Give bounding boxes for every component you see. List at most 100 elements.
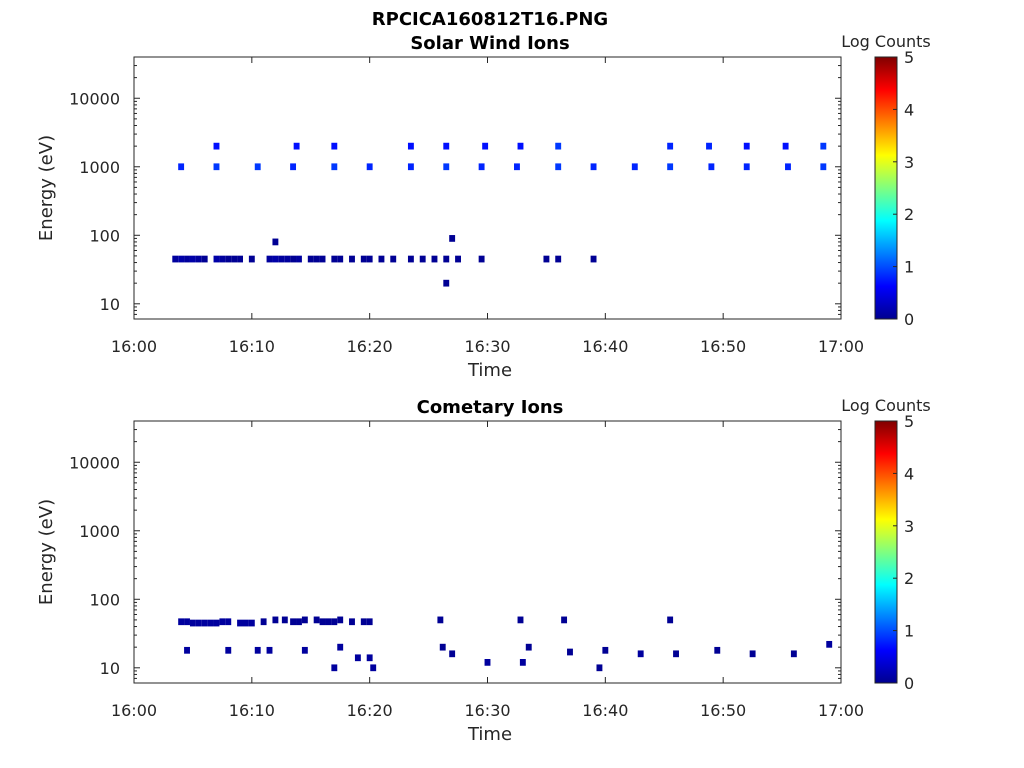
x-tick-label: 17:00 (818, 337, 864, 356)
data-cell (443, 142, 450, 150)
data-cell (631, 163, 638, 171)
x-tick-label: 16:00 (111, 701, 157, 720)
data-cell (366, 654, 373, 662)
colorbar-label: Log Counts (841, 396, 931, 415)
data-cell (319, 618, 326, 626)
x-ticks: 16:00 16:10 16:20 16:30 16:40 16:50 17:00 (111, 421, 864, 720)
data-cell (184, 646, 190, 654)
colorbar-tick-label: 1 (904, 258, 914, 277)
data-cell (517, 142, 524, 150)
x-tick-label: 16:10 (229, 701, 275, 720)
data-cell (673, 650, 679, 658)
data-cell (378, 255, 385, 263)
data-cell (517, 616, 524, 624)
data-cell (331, 664, 338, 672)
data-cell (290, 163, 297, 171)
colorbar-tick-label: 5 (904, 48, 914, 67)
data-cell (248, 619, 255, 627)
data-cell (225, 646, 232, 654)
data-cell (172, 255, 179, 263)
data-cell (213, 619, 220, 627)
y-ticks: 10 100 1000 10000 (69, 420, 841, 684)
y-tick-label: 10000 (69, 89, 120, 108)
y-tick-label: 10 (100, 295, 120, 314)
colorbar-tick-label: 5 (904, 412, 914, 431)
y-tick-label: 100 (89, 590, 120, 609)
data-cell (449, 650, 456, 658)
data-cell (360, 255, 367, 263)
data-cell (390, 255, 397, 263)
data-cell (207, 619, 214, 627)
x-ticks: 16:00 16:10 16:20 16:30 16:40 16:50 17:00 (111, 57, 864, 356)
data-cell (820, 142, 827, 150)
data-cell (437, 616, 444, 624)
x-tick-label: 16:30 (464, 701, 510, 720)
data-cell (667, 142, 674, 150)
data-cell (325, 618, 332, 626)
data-cell (278, 255, 285, 263)
data-cell (484, 659, 491, 666)
data-cell (785, 163, 791, 171)
plot-area (133, 56, 842, 320)
data-cell (514, 163, 520, 171)
data-cell (189, 255, 196, 263)
data-cell (313, 616, 320, 624)
data-cells (178, 616, 833, 672)
data-cell (337, 643, 344, 651)
data-cell (242, 619, 249, 627)
data-cell (555, 142, 562, 150)
data-cell (439, 643, 446, 651)
colorbar-tick-label: 3 (904, 153, 914, 172)
data-cell (743, 163, 750, 171)
data-cell (231, 255, 238, 263)
x-tick-label: 16:20 (347, 701, 393, 720)
data-cell (337, 255, 344, 263)
colorbar-tick-label: 0 (904, 674, 914, 693)
data-cell (213, 255, 220, 263)
data-cell (366, 255, 373, 263)
data-cell (431, 255, 438, 263)
x-tick-label: 16:10 (229, 337, 275, 356)
data-cell (266, 646, 273, 654)
data-cell (561, 616, 568, 624)
data-cell (201, 255, 208, 263)
data-cell (307, 255, 314, 263)
data-cell (743, 142, 750, 150)
data-cell (602, 646, 609, 654)
y-tick-label: 1000 (79, 522, 120, 541)
data-cell (195, 619, 202, 627)
data-cell (293, 142, 300, 150)
data-cell (331, 618, 338, 626)
data-cells (172, 142, 827, 287)
data-cell (820, 163, 827, 171)
data-cell (225, 618, 232, 626)
data-cell (290, 255, 297, 263)
y-tick-label: 10000 (69, 453, 120, 472)
data-cell (272, 616, 279, 624)
x-tick-label: 17:00 (818, 701, 864, 720)
figure-title: RPCICA160812T16.PNG (372, 9, 608, 30)
data-cell (237, 619, 243, 627)
colorbar-tick-label: 3 (904, 517, 914, 536)
panel-title: Cometary Ions (417, 397, 564, 418)
data-cell (407, 163, 414, 171)
data-cell (331, 255, 338, 263)
data-cell (337, 616, 344, 624)
data-cell (354, 654, 361, 662)
data-cell (714, 646, 721, 654)
colorbar-ticks: 0 1 2 3 4 5 (893, 412, 914, 693)
colorbar-tick-label: 4 (904, 100, 914, 119)
data-cell (826, 640, 833, 648)
data-cell (596, 664, 603, 672)
data-cell (266, 255, 273, 263)
data-cell (443, 255, 450, 263)
data-cell (272, 255, 279, 263)
data-cell (419, 255, 426, 263)
data-cell (443, 163, 450, 171)
colorbar (874, 56, 898, 320)
data-cell (478, 255, 485, 263)
data-cell (790, 650, 797, 658)
data-cell (281, 616, 288, 624)
